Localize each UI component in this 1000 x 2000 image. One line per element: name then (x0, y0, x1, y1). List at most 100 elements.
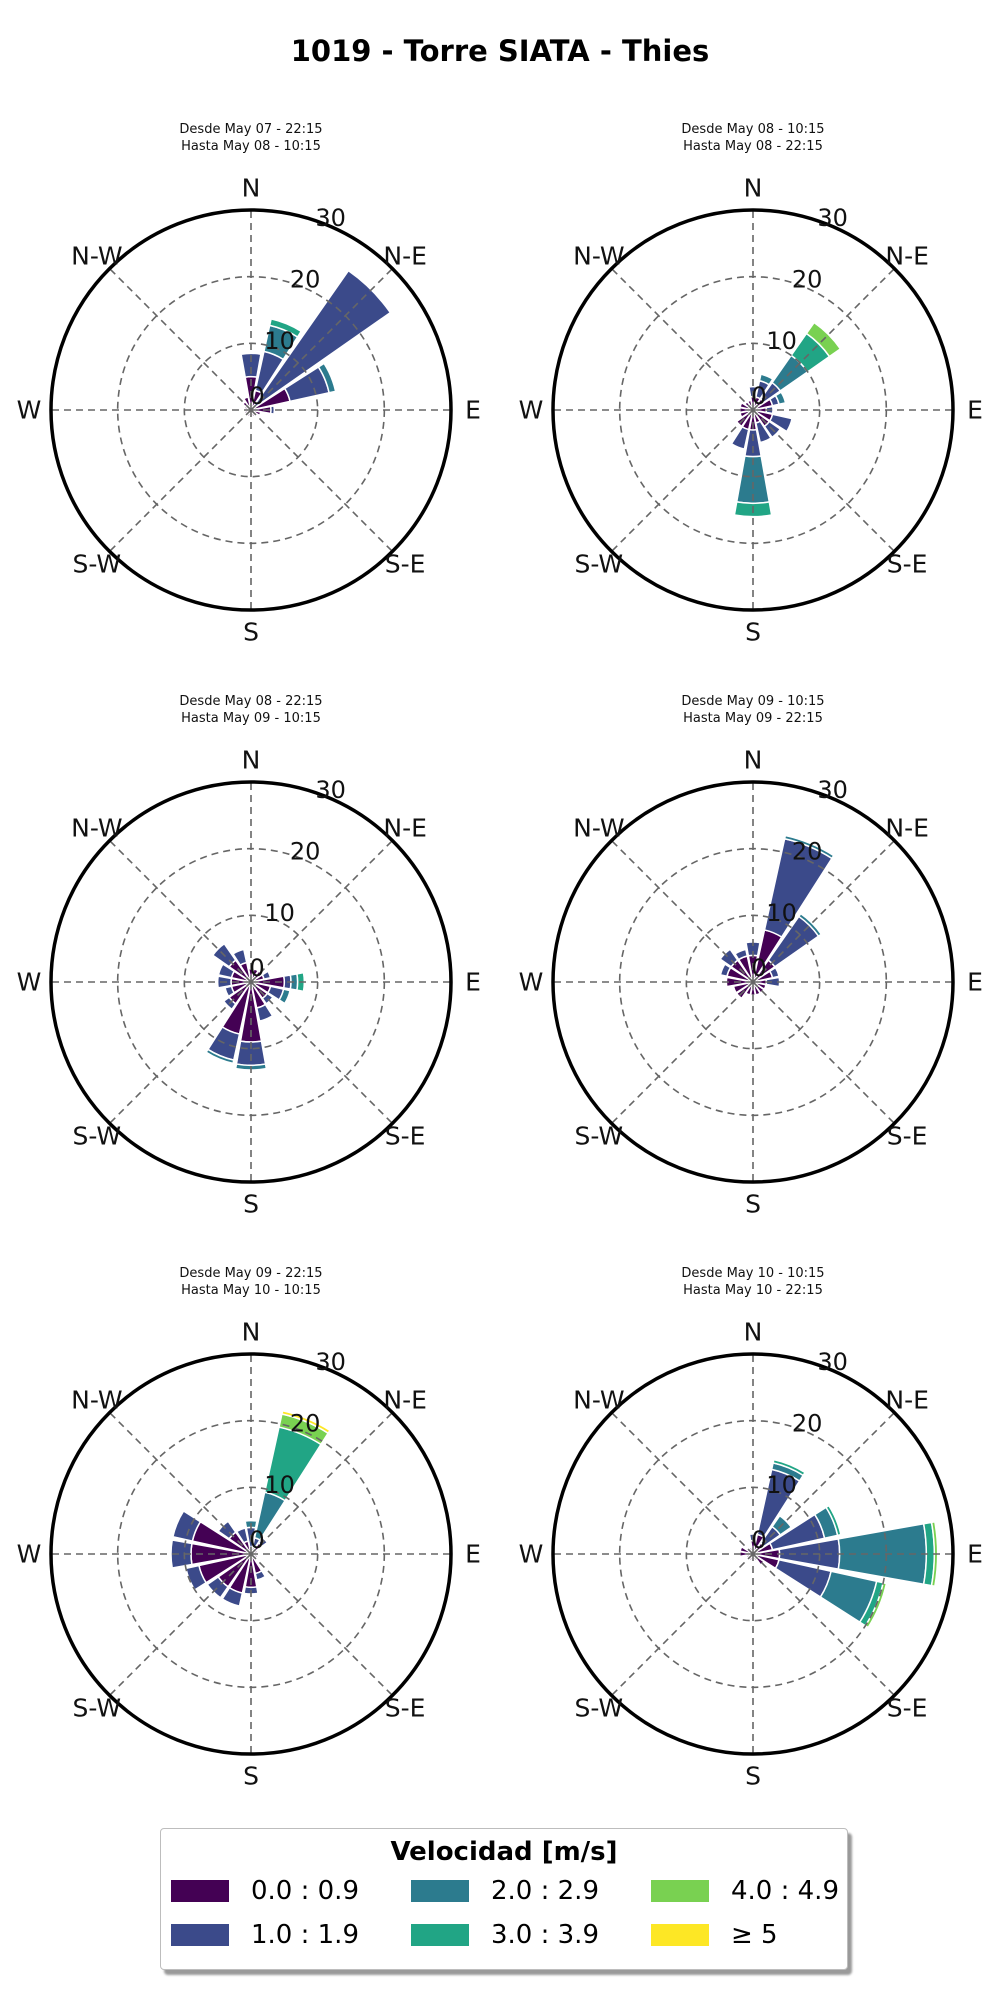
bar-segment (768, 413, 793, 433)
ring-label: 0 (751, 382, 766, 410)
grid-spoke (611, 268, 754, 411)
legend-item: 4.0 : 4.9 (651, 1873, 839, 1909)
legend-item: 3.0 : 3.9 (411, 1917, 599, 1953)
bar-segment (235, 1527, 250, 1544)
panel-subtitle-to: Hasta May 08 - 10:15 (181, 139, 321, 154)
grid-spoke (250, 981, 393, 1124)
direction-label: N (242, 1318, 261, 1347)
bar-segment (797, 912, 823, 938)
panel-subtitle-to: Hasta May 09 - 10:15 (181, 711, 321, 726)
direction-label: W (17, 1540, 42, 1569)
direction-label: W (519, 396, 544, 425)
outer-circle (49, 780, 453, 1184)
wind-rose-panel-1: Desde May 07 - 22:15 Hasta May 08 - 10:15… (17, 122, 481, 647)
direction-label: S-E (385, 550, 426, 579)
grid-spoke (611, 1553, 754, 1696)
ring-label: 30 (315, 204, 346, 232)
bar-segment (224, 985, 236, 998)
wind-rose-panel-2: Desde May 08 - 10:15 Hasta May 08 - 22:15… (519, 122, 983, 647)
legend-label: 4.0 : 4.9 (731, 1876, 839, 1906)
bar-segment (232, 948, 248, 967)
legend-swatch (171, 1880, 229, 1902)
panel-subtitle-from: Desde May 08 - 10:15 (681, 122, 824, 137)
bar-segment (783, 834, 835, 860)
ring-label: 30 (315, 1348, 346, 1376)
ring-label: 10 (766, 327, 797, 355)
direction-label: N (744, 1318, 763, 1347)
legend-swatch (411, 1924, 469, 1946)
direction-label: N-W (71, 813, 122, 842)
legend-title: Velocidad [m/s] (390, 1837, 618, 1867)
bar-segment (317, 362, 337, 394)
panel-subtitle-from: Desde May 09 - 22:15 (179, 1266, 322, 1281)
direction-label: N-W (71, 241, 122, 270)
ring-label: 0 (249, 1526, 264, 1554)
speed-legend: Velocidad [m/s] 0.0 : 0.9 1.0 : 1.9 2.0 : … (160, 1828, 848, 1970)
direction-label: W (17, 396, 42, 425)
bar-segment (734, 948, 749, 961)
bar-segment (255, 1003, 274, 1022)
direction-label: S-E (385, 1694, 426, 1723)
direction-label: N-E (885, 813, 929, 842)
legend-label: 3.0 : 3.9 (491, 1920, 599, 1950)
direction-label: S (745, 1190, 761, 1219)
grid-spoke (250, 1553, 393, 1696)
direction-label: N-E (383, 241, 427, 270)
legend-label: 2.0 : 2.9 (491, 1876, 599, 1906)
bar-segment (768, 966, 780, 979)
direction-label: S-W (73, 1122, 122, 1151)
grid-spoke (109, 1553, 252, 1696)
bar-segment (825, 1504, 842, 1537)
outer-circle (551, 1352, 955, 1756)
outer-circle (551, 780, 955, 1184)
legend-item: ≥ 5 (651, 1917, 778, 1953)
ring-label: 30 (817, 776, 848, 804)
grid-spoke (109, 409, 252, 552)
direction-label: N-W (573, 1385, 624, 1414)
grid-spoke (250, 268, 393, 411)
direction-label: N (242, 746, 261, 775)
legend-item: 1.0 : 1.9 (171, 1917, 359, 1953)
direction-label: S-E (385, 1122, 426, 1151)
direction-label: S-W (575, 1122, 624, 1151)
outer-circle (49, 1352, 453, 1756)
panel-subtitle-from: Desde May 10 - 10:15 (681, 1266, 824, 1281)
legend-item: 0.0 : 0.9 (171, 1873, 359, 1909)
direction-label: S-W (575, 550, 624, 579)
bar-segment (170, 1539, 193, 1569)
ring-label: 30 (315, 776, 346, 804)
bar-segment (864, 1581, 888, 1629)
legend-item: 2.0 : 2.9 (411, 1873, 599, 1909)
legend-swatch (411, 1880, 469, 1902)
bar-segment (217, 963, 236, 979)
grid-spoke (250, 1412, 393, 1555)
bar-segment (206, 1575, 230, 1599)
ring-label: 10 (264, 327, 295, 355)
direction-label: W (519, 968, 544, 997)
bar-segment (240, 352, 262, 379)
bar-segment (261, 970, 272, 981)
ring-label: 0 (249, 382, 264, 410)
direction-label: N-E (383, 1385, 427, 1414)
ring-label: 10 (264, 899, 295, 927)
ring-label: 30 (817, 204, 848, 232)
bar-segment (278, 988, 291, 1005)
legend-swatch (171, 1924, 229, 1946)
direction-label: S (745, 1762, 761, 1791)
ring-label: 20 (290, 837, 321, 865)
direction-label: W (519, 1540, 544, 1569)
grid-spoke (109, 1412, 252, 1555)
direction-label: S (243, 618, 259, 647)
direction-label: N-E (383, 813, 427, 842)
direction-label: E (967, 1540, 983, 1569)
direction-label: S-E (887, 1122, 928, 1151)
bar-segment (261, 992, 274, 1005)
grid-spoke (611, 409, 754, 552)
ring-label: 10 (264, 1471, 295, 1499)
legend-swatch (651, 1880, 709, 1902)
ring-label: 10 (766, 899, 797, 927)
grid-spoke (752, 981, 895, 1124)
grid-spoke (752, 409, 895, 552)
direction-label: S-E (887, 550, 928, 579)
bar-segment (171, 1509, 202, 1542)
